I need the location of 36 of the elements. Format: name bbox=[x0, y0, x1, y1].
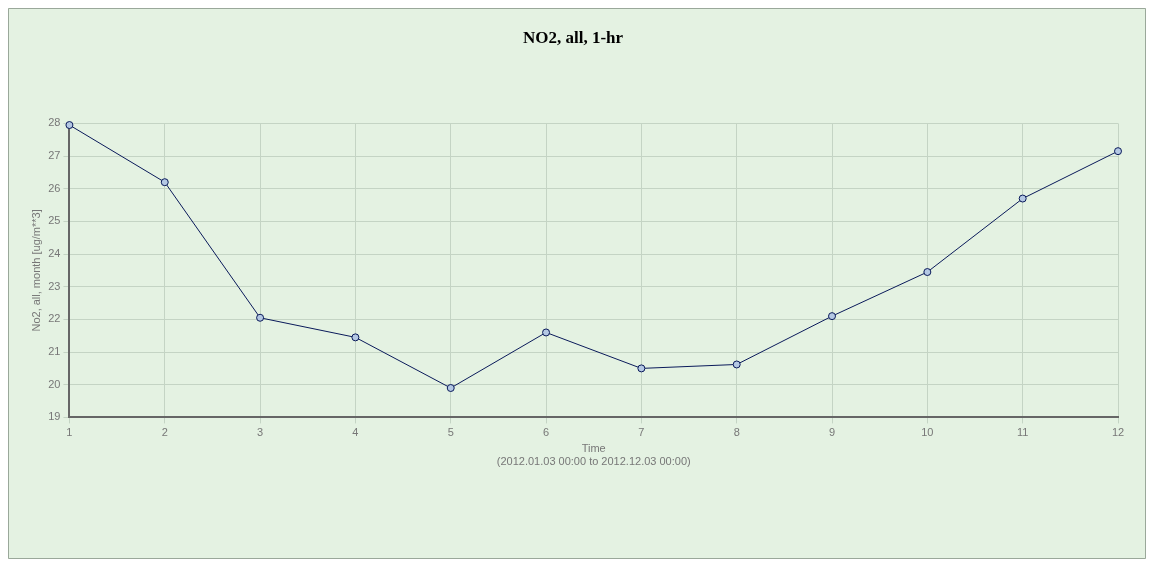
x-tick-label: 3 bbox=[257, 426, 264, 439]
y-tick-label: 24 bbox=[48, 247, 61, 260]
y-tick-label: 21 bbox=[48, 345, 61, 358]
y-tick-label: 28 bbox=[48, 116, 61, 129]
point bbox=[351, 333, 360, 342]
point bbox=[1018, 194, 1027, 203]
point bbox=[446, 384, 455, 392]
x-tick-label: 1 bbox=[66, 426, 73, 439]
y-tick-label: 22 bbox=[48, 312, 61, 325]
y-tick-label: 19 bbox=[48, 410, 61, 423]
x-tick-label: 8 bbox=[733, 426, 740, 439]
point bbox=[828, 312, 837, 321]
y-tick-label: 25 bbox=[48, 214, 61, 227]
point bbox=[256, 313, 265, 322]
x-tick-label: 4 bbox=[352, 426, 359, 439]
x-tick-label: 10 bbox=[921, 426, 934, 439]
y-tick-label: 26 bbox=[48, 181, 61, 194]
point bbox=[732, 360, 741, 369]
x-tick-label: 11 bbox=[1016, 426, 1029, 439]
x-tick-label: 12 bbox=[1111, 426, 1125, 439]
x-tick-label: 2 bbox=[161, 426, 168, 439]
point bbox=[637, 364, 646, 373]
point bbox=[1114, 147, 1122, 156]
x-axis-title: Time (2012.01.03 00:00 to 2012.12.03 00:00) bbox=[496, 442, 691, 468]
point bbox=[160, 178, 169, 187]
y-axis-title: No2, all, month [ug/m**3] bbox=[29, 209, 42, 332]
chart-title: NO2, all, 1-hr bbox=[522, 27, 624, 47]
x-tick-label: 5 bbox=[447, 426, 454, 439]
y-tick-label: 23 bbox=[48, 279, 61, 292]
y-tick-label: 20 bbox=[48, 377, 61, 390]
x-tick-label: 9 bbox=[828, 426, 836, 439]
point bbox=[923, 268, 932, 277]
x-tick-label: 6 bbox=[542, 426, 550, 439]
y-tick-label: 27 bbox=[48, 149, 61, 162]
point bbox=[542, 328, 551, 337]
x-tick-label: 7 bbox=[638, 426, 645, 439]
